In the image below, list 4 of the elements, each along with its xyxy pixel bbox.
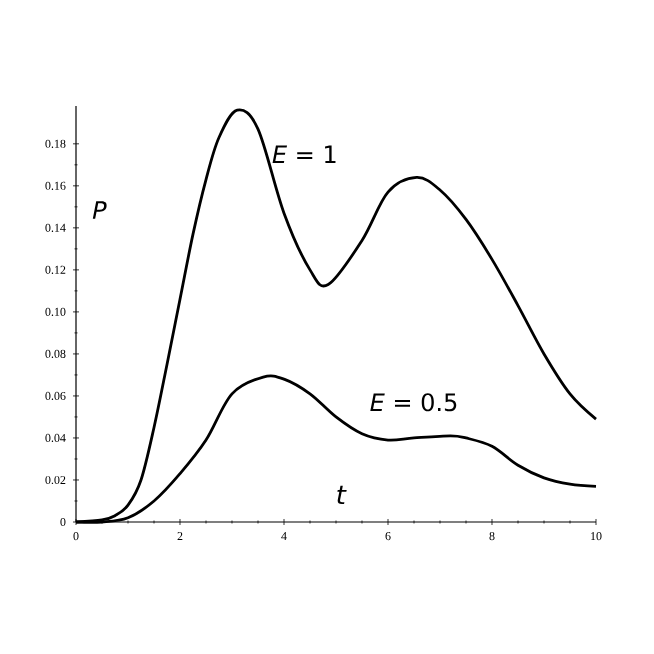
series-label: E = 1 <box>272 145 336 164</box>
y-axis-title: P <box>92 201 107 219</box>
series-label: E = 0.5 <box>370 393 457 412</box>
x-axis-title: t <box>337 485 347 505</box>
